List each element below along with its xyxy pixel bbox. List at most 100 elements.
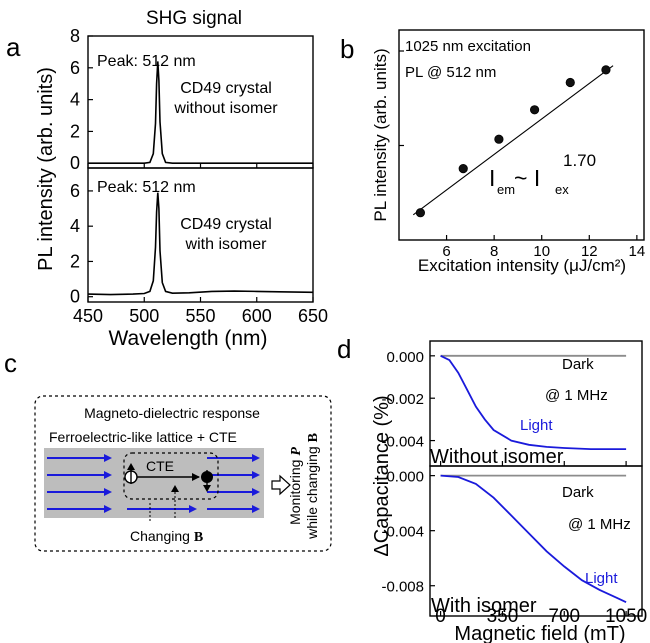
- data-point: [494, 134, 504, 144]
- x-tick-label: 6: [442, 243, 450, 260]
- panel-d-xlabel: Magnetic field (mT): [454, 623, 625, 643]
- fit-label-power: 1.70: [563, 151, 596, 170]
- lattice-arrow-head: [189, 505, 197, 513]
- cte-link-arrowhead: [192, 473, 200, 481]
- panel-d-top-sample-label: Without isomer: [430, 446, 564, 468]
- lattice-arrow-head: [104, 471, 112, 479]
- panel-a-top-subplot: Peak: 512 nm CD49 crystal without isomer…: [70, 26, 314, 173]
- x-tick-label: 12: [581, 243, 598, 260]
- lattice-arrow-head: [252, 454, 260, 462]
- x-tick-label: 8: [490, 243, 498, 260]
- y-tick-label: 4: [70, 216, 80, 236]
- cte-pair: [124, 463, 213, 518]
- data-point: [458, 164, 468, 174]
- panel-d-top-dark-label: Dark: [562, 356, 594, 373]
- hole-dipole-up-head: [127, 463, 135, 470]
- monitoring-line2: while changing B: [304, 433, 321, 540]
- spectrum-line: [87, 192, 314, 296]
- panel-d-ylabel: ΔCapacitance (%): [371, 395, 393, 556]
- panel-b: PL intensity (arb. units) Excitation int…: [371, 29, 646, 275]
- fit-label-mid: ~ I: [514, 165, 540, 191]
- panel-b-fit-label: I em ~ I ex 1.70: [489, 151, 596, 197]
- cte-label: CTE: [146, 458, 174, 474]
- panel-d-bottom-frame: [429, 465, 643, 617]
- panel-a-xlabel: Wavelength (nm): [108, 327, 267, 350]
- x-tick-label: 550: [185, 306, 215, 326]
- panel-d-bottom-freq-label: @ 1 MHz: [568, 516, 631, 533]
- schematic-title: Magneto-dielectric response: [84, 405, 260, 421]
- monitoring-line1: Monitoring P: [287, 447, 304, 525]
- panel-a-top-sample-line1: CD49 crystal: [180, 80, 272, 97]
- panel-d-top-subplot: Dark @ 1 MHz Light Without isomer 0.000 -…: [381, 340, 643, 468]
- panel-d-bottom-dark-label: Dark: [562, 484, 594, 501]
- monitor-p-symbol: P: [289, 447, 304, 456]
- panel-c-schematic: Magneto-dielectric response Ferroelectri…: [34, 395, 332, 552]
- panel-d-bottom-light-label: Light: [585, 570, 618, 587]
- panel-d-top-freq-label: @ 1 MHz: [545, 387, 608, 404]
- y-tick-label: 0.000: [386, 469, 424, 486]
- panel-d-bottom-sample-label: With isomer: [431, 595, 537, 617]
- panel-a-bottom-sample-line1: CD49 crystal: [180, 216, 272, 233]
- panel-b-annotation-excitation: 1025 nm excitation: [405, 38, 531, 55]
- panel-a-top-sample-line2: without isomer: [173, 100, 278, 117]
- monitoring-text: Monitoring P while changing B: [287, 433, 321, 540]
- x-tick-label: 350: [487, 606, 519, 627]
- y-tick-label: -0.004: [381, 524, 424, 541]
- panel-a-ylabel: PL intensity (arb. units): [35, 67, 57, 271]
- data-point: [565, 77, 575, 88]
- changing-label: Changing B: [130, 528, 203, 545]
- monitoring-arrow: [271, 474, 291, 496]
- monitor-b-symbol: B: [306, 433, 321, 442]
- panel-b-xlabel: Excitation intensity (μJ/cm²): [418, 256, 626, 275]
- panel-d-top-light-label: Light: [520, 417, 553, 434]
- x-tick-label: 700: [548, 606, 580, 627]
- y-tick-label: 0: [70, 153, 80, 173]
- fit-label-ex: ex: [555, 182, 569, 197]
- panel-a-top-peak-label: Peak: 512 nm: [97, 53, 196, 70]
- panel-b-frame: [398, 29, 645, 241]
- hollow-right-arrow: [271, 474, 291, 496]
- x-tick-label: 1050: [605, 606, 647, 627]
- lattice-arrows: [47, 454, 260, 513]
- electron-dipole-down-head: [203, 485, 211, 492]
- panel-label-d: d: [337, 334, 351, 364]
- y-tick-label: 0.000: [386, 349, 424, 366]
- fit-label-base: I: [489, 165, 495, 191]
- y-tick-label: 2: [70, 121, 80, 141]
- changing-b-symbol: B: [194, 530, 203, 545]
- cte-dashed-box: [123, 452, 219, 500]
- x-tick-label: 500: [129, 306, 159, 326]
- x-tick-label: 0: [435, 606, 446, 627]
- light-line: [440, 474, 627, 604]
- y-tick-label: 6: [70, 181, 80, 201]
- y-tick-label: 0: [70, 287, 80, 307]
- data-point: [601, 65, 611, 75]
- data-point: [529, 105, 540, 115]
- y-tick-label: -0.004: [381, 434, 424, 451]
- x-tick-label: 450: [73, 306, 103, 326]
- center-dashed-arrow-head: [171, 485, 179, 492]
- lattice-arrow-head: [104, 454, 112, 462]
- data-point: [415, 208, 426, 218]
- lattice-arrow-head: [252, 471, 260, 479]
- x-tick-label: 600: [242, 306, 272, 326]
- panel-a-bottom-subplot: Peak: 512 nm CD49 crystal with isomer 0 2…: [70, 167, 328, 326]
- schematic-outer-box: [34, 395, 332, 552]
- lattice-arrow-head: [104, 488, 112, 496]
- y-tick-label: 6: [70, 58, 80, 78]
- schematic-lattice-label: Ferroelectric-like lattice + CTE: [49, 429, 237, 445]
- x-tick-label: 650: [298, 306, 328, 326]
- panel-label-b: b: [340, 34, 354, 64]
- panel-b-ylabel: PL intensity (arb. units): [371, 48, 390, 221]
- panel-d: ΔCapacitance (%) Magnetic field (mT) Dar…: [371, 340, 647, 643]
- panel-b-annotation-pl: PL @ 512 nm: [405, 64, 496, 81]
- spectrum-line: [88, 61, 313, 164]
- x-tick-label: 14: [629, 243, 646, 260]
- lattice-arrow-head: [252, 488, 260, 496]
- panel-a-bottom-peak-label: Peak: 512 nm: [97, 179, 196, 196]
- y-tick-label: 4: [70, 90, 80, 110]
- panel-label-a: a: [6, 32, 21, 62]
- lattice-block: [44, 448, 264, 518]
- fit-label-em: em: [497, 182, 515, 197]
